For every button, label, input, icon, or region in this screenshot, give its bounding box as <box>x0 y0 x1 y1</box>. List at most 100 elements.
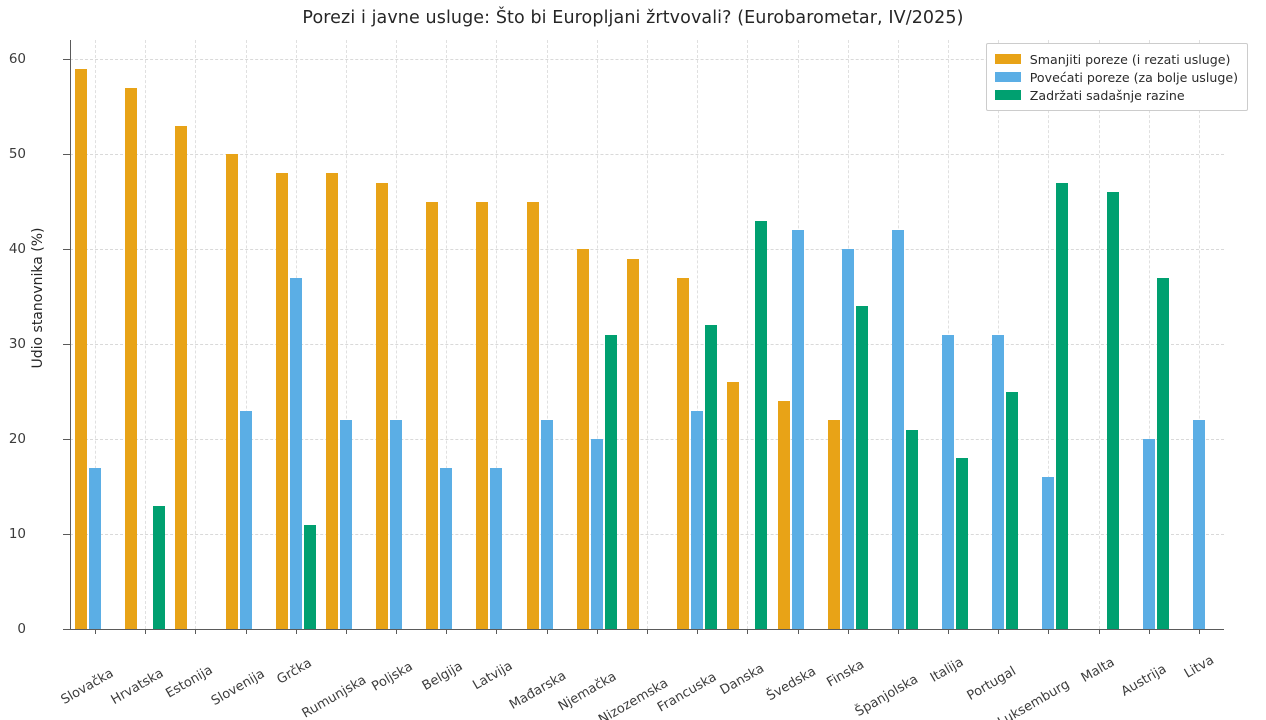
x-tick-label-17: Italija <box>927 654 967 686</box>
y-tick-mark-50 <box>63 154 70 155</box>
bar <box>303 524 316 629</box>
gridline-x-21 <box>1148 40 1150 629</box>
y-tick-label-20: 20 <box>8 431 26 447</box>
bar <box>827 420 840 629</box>
legend-label: Zadržati sadašnje razine <box>1029 87 1185 103</box>
y-axis-spine <box>70 40 71 629</box>
y-tick-label-10: 10 <box>8 526 26 542</box>
gridline-x-5 <box>345 40 347 629</box>
x-tick-mark-22 <box>1198 629 1200 634</box>
chart-title: Porezi i javne usluge: Što bi Europljani… <box>302 8 964 28</box>
legend-label: Smanjiti poreze (i rezati usluge) <box>1029 51 1231 67</box>
x-tick-mark-15 <box>847 629 849 634</box>
y-tick-label-0: 0 <box>17 621 26 637</box>
y-tick-mark-0 <box>63 629 70 630</box>
bar <box>1006 391 1019 629</box>
bar <box>1142 439 1155 629</box>
legend-swatch-icon <box>994 54 1021 64</box>
y-tick-mark-20 <box>63 439 70 440</box>
bar <box>339 420 352 629</box>
bar <box>891 230 904 629</box>
bar <box>289 277 302 629</box>
bar <box>275 173 288 629</box>
gridline-x-9 <box>546 40 548 629</box>
x-tick-mark-18 <box>998 629 1000 634</box>
gridline-x-2 <box>195 40 197 629</box>
gridline-x-8 <box>496 40 498 629</box>
bar <box>125 87 138 629</box>
bar <box>627 258 639 629</box>
x-tick-label-12: Francuska <box>655 669 720 716</box>
y-tick-mark-10 <box>63 534 70 535</box>
bar <box>604 334 617 629</box>
x-tick-label-7: Belgija <box>420 658 466 694</box>
y-tick-mark-40 <box>63 249 70 250</box>
x-tick-mark-12 <box>697 629 699 634</box>
y-tick-mark-30 <box>63 344 70 345</box>
bar <box>390 420 403 629</box>
bar <box>777 401 790 629</box>
bar <box>956 458 969 629</box>
gridline-x-12 <box>697 40 699 629</box>
gridline-x-11 <box>647 40 648 629</box>
legend-swatch-icon <box>994 90 1021 100</box>
x-tick-label-6: Poljska <box>369 659 416 695</box>
x-tick-label-15: Finska <box>824 657 867 691</box>
x-tick-mark-7 <box>446 629 448 634</box>
y-tick-label-60: 60 <box>8 51 26 67</box>
bar <box>175 125 188 629</box>
plot-area <box>70 40 1224 629</box>
bar <box>490 467 503 629</box>
x-tick-label-8: Latvija <box>470 658 516 694</box>
x-tick-mark-13 <box>747 629 749 634</box>
gridline-x-13 <box>747 40 749 629</box>
x-tick-label-18: Portugal <box>964 663 1019 704</box>
x-tick-mark-14 <box>797 629 799 634</box>
chart-legend: Smanjiti poreze (i rezati usluge) Povećat… <box>985 43 1248 111</box>
gridline-x-19 <box>1048 40 1050 629</box>
bar <box>755 220 768 629</box>
bar <box>89 467 102 629</box>
x-tick-label-4: Grčka <box>274 655 315 688</box>
x-tick-label-5: Rumunjska <box>299 672 370 720</box>
bar <box>1056 182 1069 629</box>
legend-entry[interactable]: Povećati poreze (za bolje usluge) <box>994 68 1238 86</box>
legend-swatch-icon <box>994 72 1021 82</box>
bar <box>376 182 389 629</box>
x-tick-label-0: Slovačka <box>58 665 117 708</box>
x-tick-mark-3 <box>245 629 247 634</box>
bar <box>526 201 539 629</box>
gridline-x-1 <box>145 40 147 629</box>
y-tick-label-30: 30 <box>8 336 26 352</box>
x-tick-mark-21 <box>1148 629 1150 634</box>
legend-entry[interactable]: Zadržati sadašnje razine <box>994 86 1238 104</box>
bar <box>727 382 740 629</box>
legend-entry[interactable]: Smanjiti poreze (i rezati usluge) <box>994 50 1238 68</box>
bar <box>153 505 166 629</box>
x-tick-mark-8 <box>496 629 498 634</box>
x-tick-mark-10 <box>596 629 598 634</box>
x-tick-mark-17 <box>948 629 950 634</box>
x-tick-mark-0 <box>95 629 97 634</box>
bar <box>1156 277 1169 629</box>
bar <box>691 410 704 629</box>
gridline-x-0 <box>95 40 97 629</box>
x-tick-mark-5 <box>345 629 347 634</box>
gridline-x-10 <box>596 40 598 629</box>
x-tick-label-3: Slovenija <box>208 666 267 709</box>
gridline-x-22 <box>1198 40 1200 629</box>
bar <box>426 201 439 629</box>
x-tick-label-1: Hrvatska <box>108 665 167 708</box>
bar <box>239 410 252 629</box>
x-tick-mark-9 <box>546 629 548 634</box>
gridline-x-6 <box>396 40 398 629</box>
x-tick-label-14: Švedska <box>763 664 819 705</box>
x-tick-label-13: Danska <box>718 661 768 699</box>
x-tick-mark-4 <box>295 629 297 634</box>
bar <box>992 334 1005 629</box>
bar <box>440 467 453 629</box>
x-tick-mark-19 <box>1048 629 1050 634</box>
bar <box>476 201 489 629</box>
gridline-x-3 <box>245 40 247 629</box>
